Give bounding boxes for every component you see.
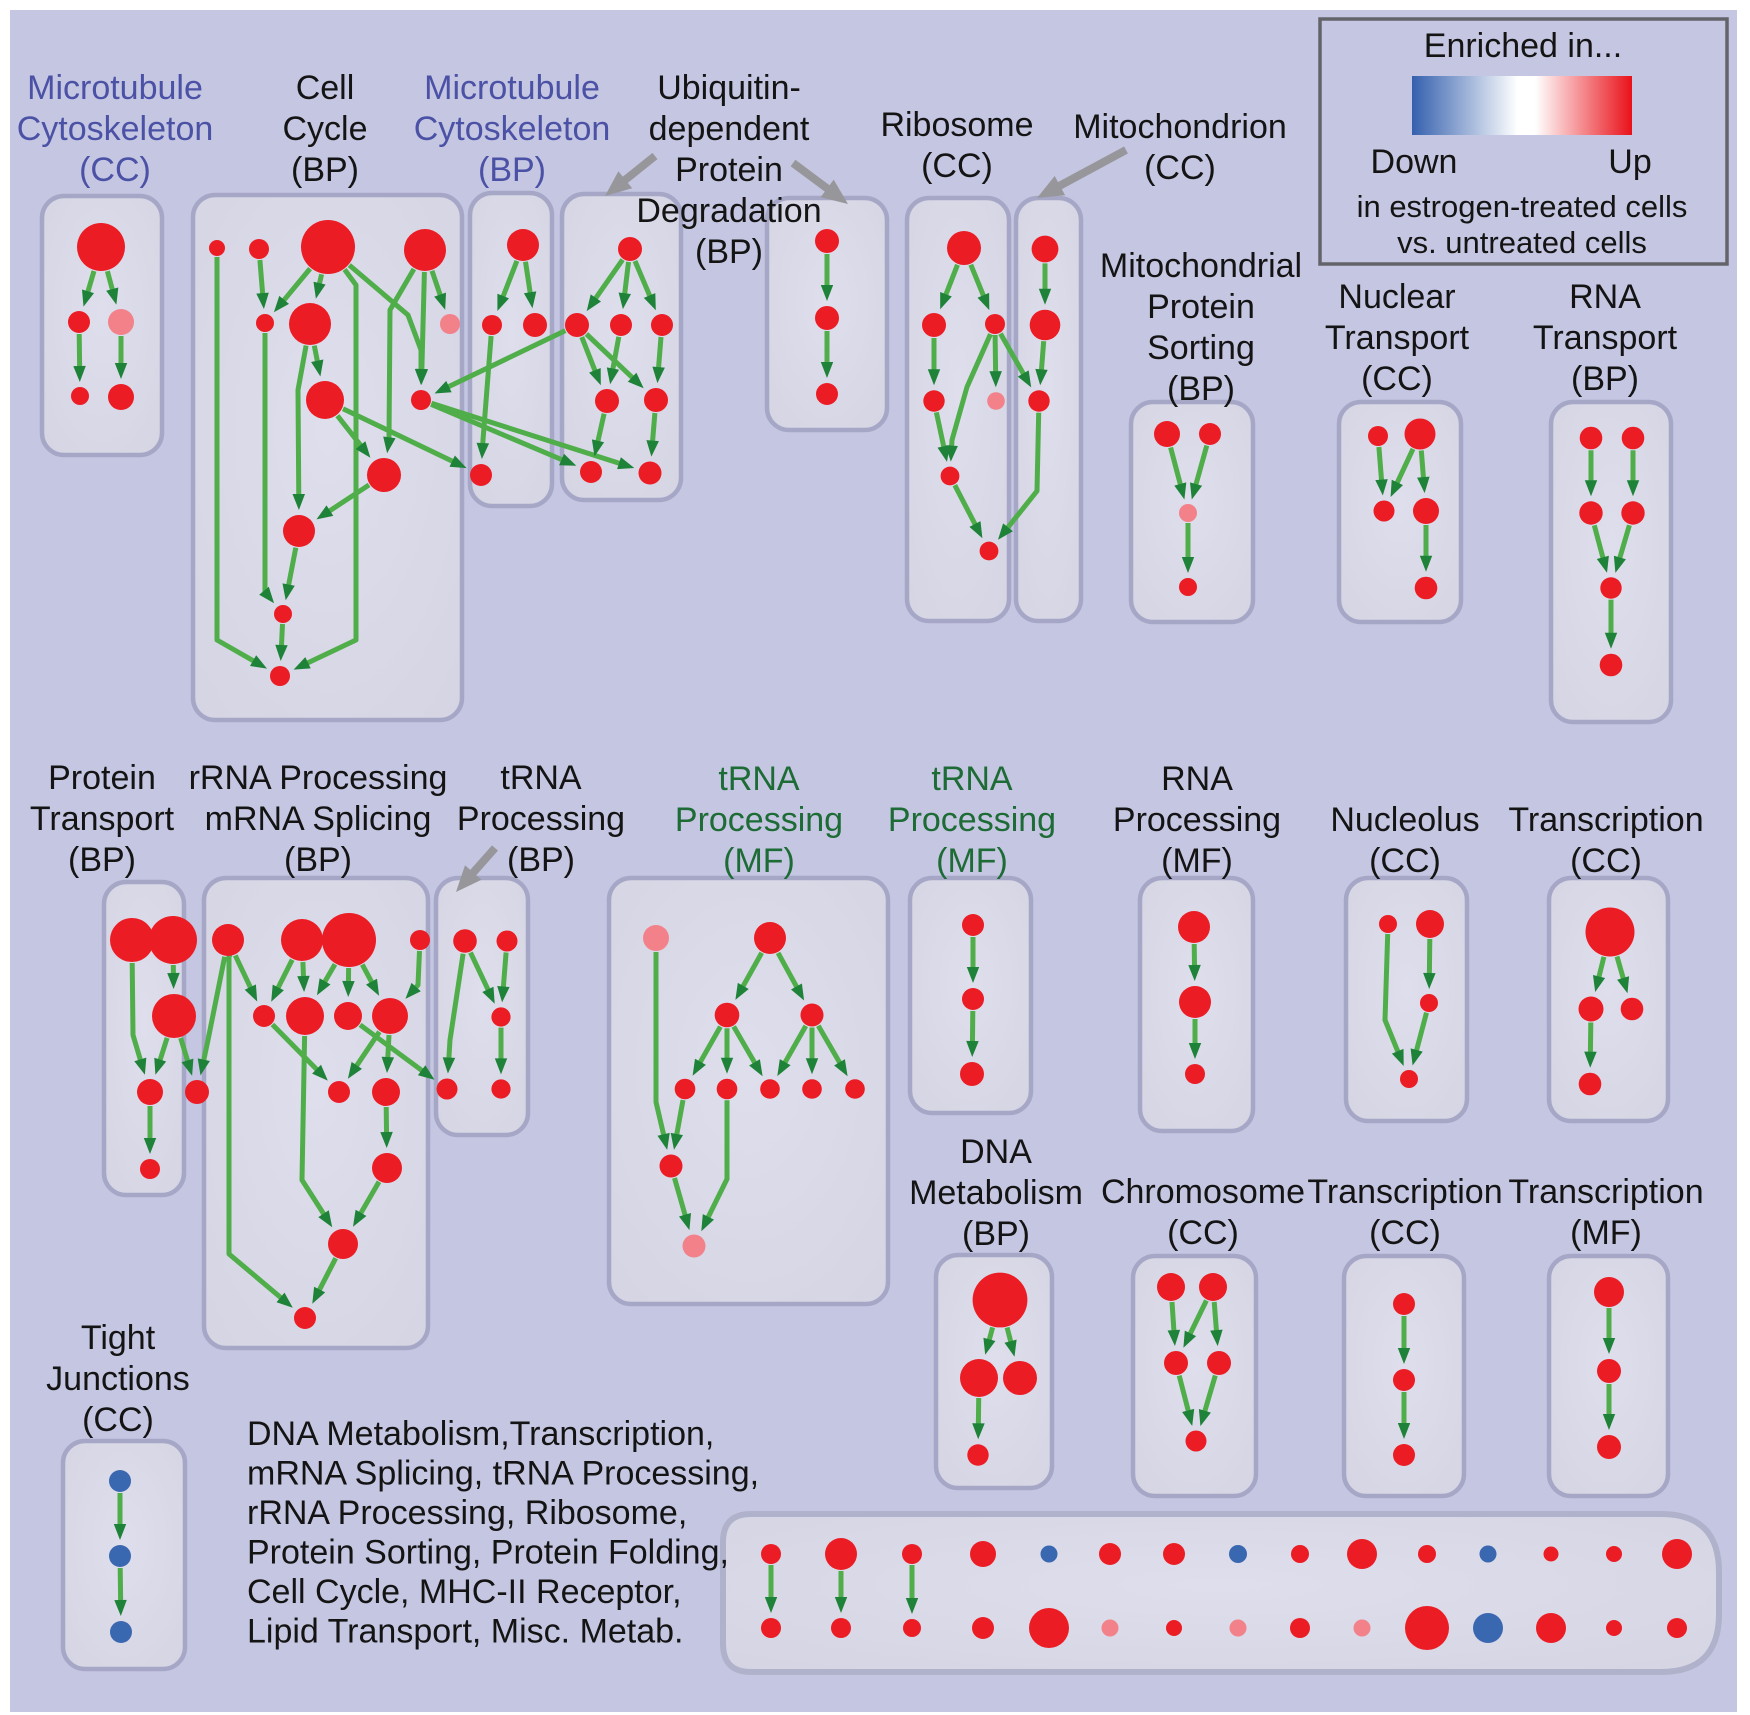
svg-text:tRNA: tRNA — [931, 760, 1013, 798]
svg-text:Cycle: Cycle — [282, 110, 367, 148]
svg-text:Processing: Processing — [457, 800, 625, 838]
svg-text:Chromosome: Chromosome — [1101, 1173, 1305, 1211]
svg-text:(BP): (BP) — [478, 151, 546, 189]
svg-text:(CC): (CC) — [1369, 1214, 1441, 1252]
svg-text:RNA: RNA — [1569, 278, 1641, 316]
svg-text:Mitochondrion: Mitochondrion — [1073, 108, 1287, 146]
svg-text:Transport: Transport — [1325, 319, 1470, 357]
svg-text:Enriched in...: Enriched in... — [1424, 27, 1622, 65]
svg-text:(BP): (BP) — [1571, 360, 1639, 398]
svg-text:Down: Down — [1371, 143, 1458, 181]
svg-text:Lipid Transport, Misc. Metab.: Lipid Transport, Misc. Metab. — [247, 1613, 684, 1651]
svg-text:tRNA: tRNA — [718, 760, 800, 798]
svg-text:DNA: DNA — [960, 1133, 1032, 1171]
svg-text:mRNA Splicing, tRNA Processing: mRNA Splicing, tRNA Processing, — [247, 1455, 759, 1493]
svg-text:rRNA Processing: rRNA Processing — [189, 759, 448, 797]
svg-text:(BP): (BP) — [507, 841, 575, 879]
svg-text:(BP): (BP) — [291, 151, 359, 189]
svg-text:(CC): (CC) — [1570, 842, 1642, 880]
svg-text:Processing: Processing — [675, 801, 843, 839]
svg-text:tRNA: tRNA — [500, 759, 582, 797]
svg-text:Nucleolus: Nucleolus — [1330, 801, 1479, 839]
svg-text:(MF): (MF) — [1161, 842, 1233, 880]
svg-text:Mitochondrial: Mitochondrial — [1100, 247, 1302, 285]
svg-text:Transport: Transport — [1533, 319, 1678, 357]
svg-text:Protein: Protein — [48, 759, 156, 797]
svg-text:(BP): (BP) — [68, 841, 136, 879]
svg-text:Transcription: Transcription — [1508, 1173, 1703, 1211]
svg-text:(MF): (MF) — [936, 842, 1008, 880]
svg-text:Transcription: Transcription — [1307, 1173, 1502, 1211]
svg-text:Microtubule: Microtubule — [27, 69, 203, 107]
svg-text:Processing: Processing — [888, 801, 1056, 839]
svg-text:Transport: Transport — [30, 800, 175, 838]
svg-text:RNA: RNA — [1161, 760, 1233, 798]
svg-text:(CC): (CC) — [1361, 360, 1433, 398]
svg-text:rRNA Processing, Ribosome,: rRNA Processing, Ribosome, — [247, 1494, 687, 1532]
svg-text:Protein Sorting, Protein Foldi: Protein Sorting, Protein Folding, — [247, 1534, 729, 1572]
svg-text:Microtubule: Microtubule — [424, 69, 600, 107]
svg-text:(BP): (BP) — [284, 841, 352, 879]
svg-text:in estrogen-treated cells: in estrogen-treated cells — [1357, 189, 1688, 224]
svg-text:Ubiquitin-: Ubiquitin- — [657, 69, 801, 107]
svg-text:Cytoskeleton: Cytoskeleton — [414, 110, 611, 148]
svg-text:Protein: Protein — [675, 151, 783, 189]
svg-text:Cell: Cell — [296, 69, 355, 107]
svg-text:mRNA Splicing: mRNA Splicing — [205, 800, 432, 838]
svg-text:Nuclear: Nuclear — [1338, 278, 1455, 316]
svg-text:Processing: Processing — [1113, 801, 1281, 839]
svg-text:(BP): (BP) — [962, 1215, 1030, 1253]
svg-text:(CC): (CC) — [921, 147, 993, 185]
svg-text:Cytoskeleton: Cytoskeleton — [17, 110, 214, 148]
svg-text:(BP): (BP) — [1167, 370, 1235, 408]
svg-text:Up: Up — [1608, 143, 1651, 181]
svg-text:Ribosome: Ribosome — [880, 106, 1033, 144]
svg-text:Cell Cycle, MHC-II Receptor,: Cell Cycle, MHC-II Receptor, — [247, 1573, 682, 1611]
svg-text:(CC): (CC) — [79, 151, 151, 189]
svg-text:Junctions: Junctions — [46, 1360, 190, 1398]
svg-text:(BP): (BP) — [695, 233, 763, 271]
svg-text:Tight: Tight — [81, 1319, 156, 1357]
svg-text:(MF): (MF) — [1570, 1214, 1642, 1252]
svg-text:(MF): (MF) — [723, 842, 795, 880]
svg-text:DNA Metabolism,Transcription,: DNA Metabolism,Transcription, — [247, 1415, 714, 1453]
svg-text:Sorting: Sorting — [1147, 329, 1255, 367]
svg-text:(CC): (CC) — [1167, 1214, 1239, 1252]
svg-text:(CC): (CC) — [82, 1401, 154, 1439]
svg-text:Transcription: Transcription — [1508, 801, 1703, 839]
svg-text:dependent: dependent — [649, 110, 810, 148]
svg-text:Metabolism: Metabolism — [909, 1174, 1083, 1212]
svg-text:Protein: Protein — [1147, 288, 1255, 326]
svg-text:(CC): (CC) — [1144, 149, 1216, 187]
svg-text:Degradation: Degradation — [636, 192, 821, 230]
svg-text:vs. untreated cells: vs. untreated cells — [1397, 225, 1647, 260]
svg-text:(CC): (CC) — [1369, 842, 1441, 880]
